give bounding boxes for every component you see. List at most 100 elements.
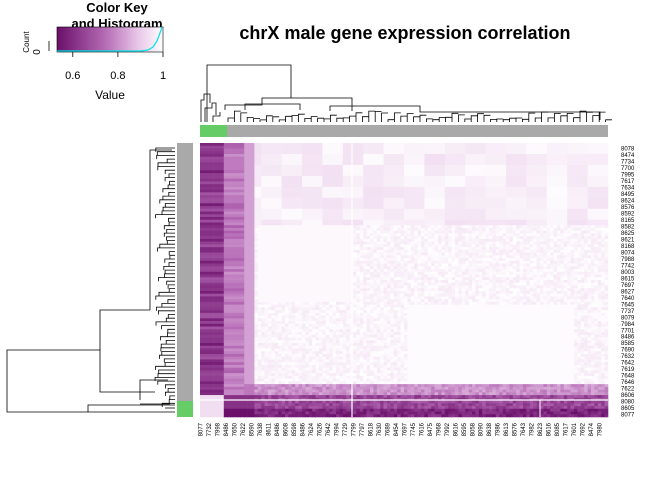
heatmap-cell <box>271 143 276 147</box>
heatmap-cell <box>271 173 276 177</box>
heatmap-cell <box>553 241 558 245</box>
heatmap-cell <box>336 222 340 226</box>
heatmap-cell <box>485 244 490 248</box>
heatmap-cell <box>540 200 544 204</box>
heatmap-cell <box>424 162 429 166</box>
heatmap-cell <box>383 249 388 253</box>
heatmap-cell <box>315 167 320 171</box>
heatmap-cell <box>237 241 242 245</box>
heatmap-cell <box>268 233 272 237</box>
heatmap-cell <box>223 162 228 166</box>
heatmap-cell <box>444 156 449 160</box>
heatmap-cell <box>271 222 276 226</box>
heatmap-cell <box>455 148 459 152</box>
heatmap-cell <box>461 181 466 185</box>
heatmap-cell <box>557 238 561 242</box>
heatmap-cell <box>356 225 361 229</box>
heatmap-cell <box>533 203 537 207</box>
heatmap-cell <box>203 249 208 253</box>
heatmap-cell <box>407 200 412 204</box>
heatmap-cell <box>455 225 459 229</box>
heatmap-cell <box>240 230 245 234</box>
heatmap-cell <box>220 186 225 190</box>
heatmap-cell <box>570 203 575 207</box>
heatmap-cell <box>257 233 262 237</box>
heatmap-cell <box>506 227 510 231</box>
heatmap-cell <box>465 151 469 155</box>
heatmap-cell <box>421 145 425 149</box>
heatmap-cell <box>230 230 235 234</box>
heatmap-cell <box>329 153 333 157</box>
heatmap-cell <box>441 178 446 182</box>
heatmap-cell <box>577 178 582 182</box>
heatmap-cell <box>468 216 473 221</box>
heatmap-cell <box>387 164 391 168</box>
heatmap-cell <box>455 208 459 212</box>
heatmap-cell <box>519 178 524 182</box>
heatmap-cell <box>543 153 548 157</box>
heatmap-cell <box>455 151 459 155</box>
heatmap-cell <box>546 173 551 177</box>
heatmap-cell <box>580 200 585 204</box>
heatmap-cell <box>393 167 398 171</box>
heatmap-cell <box>200 181 204 185</box>
heatmap-cell <box>268 219 272 223</box>
heatmap-cell <box>291 222 296 226</box>
heatmap-cell <box>580 189 585 193</box>
heatmap-cell <box>587 230 592 234</box>
heatmap-cell <box>540 216 544 221</box>
heatmap-cell <box>353 195 357 199</box>
heatmap-cell <box>570 247 575 251</box>
heatmap-cell <box>237 203 242 207</box>
heatmap-cell <box>237 164 242 168</box>
heatmap-cell <box>550 184 554 188</box>
heatmap-cell <box>404 233 408 237</box>
heatmap-cell <box>363 192 367 196</box>
heatmap-cell <box>312 241 316 245</box>
heatmap-cell <box>380 247 384 251</box>
heatmap-cell <box>465 249 469 253</box>
heatmap-cell <box>315 162 320 166</box>
heatmap-cell <box>597 175 602 179</box>
heatmap-cell <box>414 230 418 234</box>
heatmap-cell <box>302 244 306 248</box>
heatmap-cell <box>247 203 252 207</box>
heatmap-cell <box>431 156 435 160</box>
heatmap-cell <box>281 148 286 152</box>
heatmap-cell <box>475 192 480 196</box>
heatmap-cell <box>475 197 480 201</box>
heatmap-cell <box>288 148 293 152</box>
heatmap-cell <box>315 164 320 168</box>
heatmap-cell <box>499 233 503 237</box>
heatmap-cell <box>458 244 463 248</box>
heatmap-cell <box>268 211 272 215</box>
heatmap-cell <box>577 151 582 155</box>
heatmap-cell <box>489 197 493 201</box>
heatmap-cell <box>441 162 446 166</box>
heatmap-cell <box>478 151 483 155</box>
heatmap-cell <box>312 164 316 168</box>
heatmap-cell <box>332 236 337 240</box>
heatmap-cell <box>298 214 303 218</box>
heatmap-cell <box>523 173 527 177</box>
color-key-ylabel: Count <box>22 31 31 53</box>
heatmap-cell <box>512 164 517 168</box>
dendrogram-branch <box>149 149 172 310</box>
heatmap-cell <box>281 192 286 196</box>
heatmap-cell <box>302 208 306 212</box>
heatmap-cell <box>492 230 497 234</box>
heatmap-cell <box>448 195 452 199</box>
heatmap-cell <box>390 238 395 242</box>
heatmap-cell <box>540 162 544 166</box>
heatmap-cell <box>509 167 514 171</box>
heatmap-cell <box>451 143 456 147</box>
heatmap-cell <box>434 206 439 210</box>
heatmap-cell <box>557 145 561 149</box>
heatmap-cell <box>594 143 599 147</box>
heatmap-cell <box>482 184 486 188</box>
heatmap-cell <box>584 197 588 201</box>
heatmap-cell <box>597 173 602 177</box>
heatmap-cell <box>370 173 374 177</box>
heatmap-cell <box>400 162 405 166</box>
heatmap-cell <box>305 208 310 212</box>
